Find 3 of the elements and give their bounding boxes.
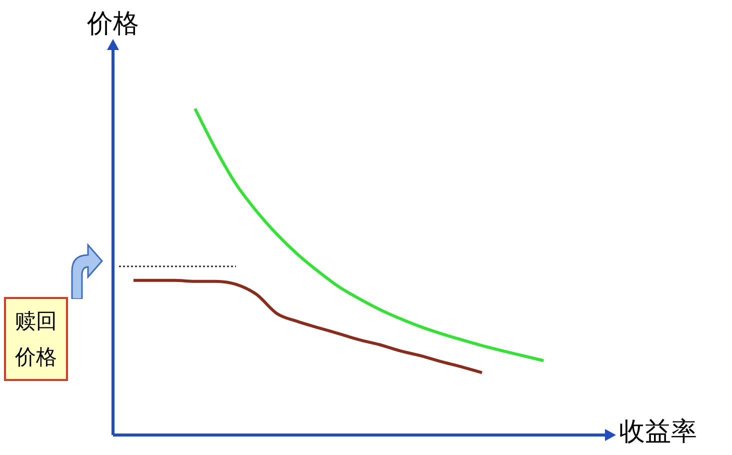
text: 赎回价格 <box>4 297 68 381</box>
x-axis-title: 收益率 <box>619 416 697 447</box>
y-axis-title: 价格 <box>86 8 139 39</box>
